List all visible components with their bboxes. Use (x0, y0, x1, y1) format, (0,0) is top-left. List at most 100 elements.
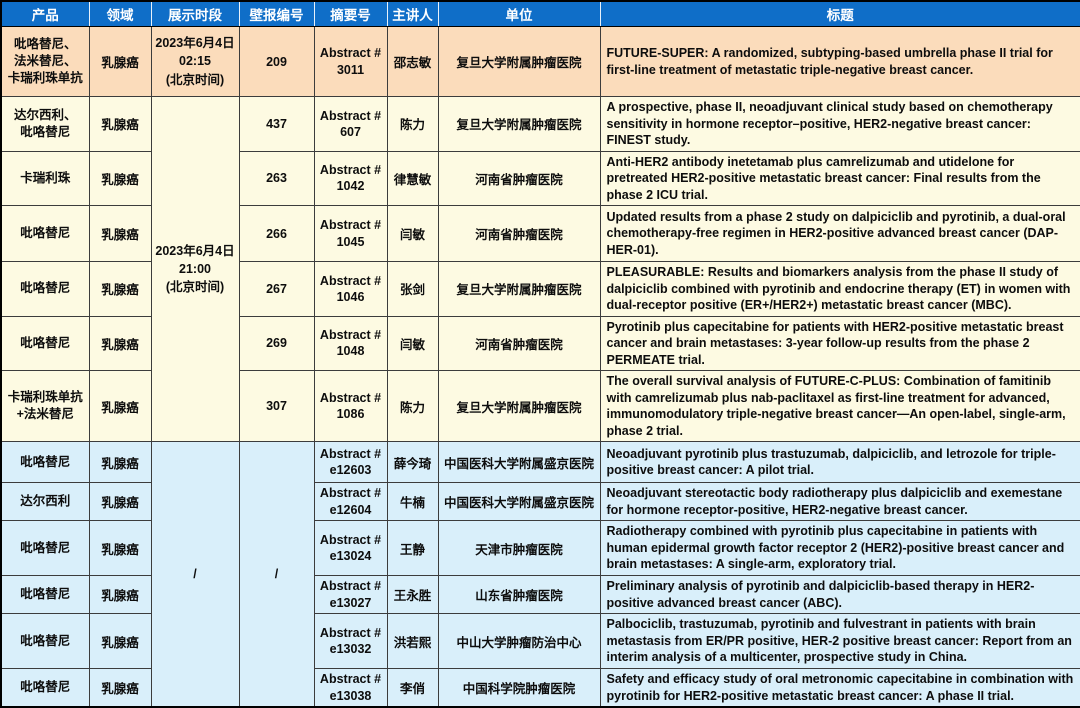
abstract-cell: Abstract # e13024 (313, 520, 388, 576)
org-cell: 复旦大学附属肿瘤医院 (437, 370, 601, 442)
poster-cell: 267 (238, 261, 315, 317)
title-cell: Safety and efficacy study of oral metron… (599, 668, 1080, 708)
product-cell: 吡咯替尼 (0, 520, 90, 576)
poster-cell: 266 (238, 205, 315, 262)
col-header-poster: 壁报编号 (238, 0, 315, 27)
col-header-time: 展示时段 (150, 0, 240, 27)
title-cell: Pyrotinib plus capecitabine for patients… (599, 315, 1080, 371)
product-cell: 吡咯替尼 (0, 261, 90, 317)
table-row: 吡咯替尼 乳腺癌 / / Abstract # e12603 薛今琦 中国医科大… (0, 441, 1080, 708)
field-cell: 乳腺癌 (88, 205, 152, 262)
title-cell: Radiotherapy combined with pyrotinib plu… (599, 520, 1080, 576)
speaker-cell: 王静 (386, 520, 439, 576)
field-cell: 乳腺癌 (88, 150, 152, 206)
col-header-org: 单位 (437, 0, 601, 27)
title-cell: Updated results from a phase 2 study on … (599, 205, 1080, 262)
field-cell: 乳腺癌 (88, 370, 152, 442)
abstract-cell: Abstract # 3011 (313, 26, 388, 97)
field-cell: 乳腺癌 (88, 575, 152, 614)
time-cell-merged: 2023年6月4日 21:00 (北京时间) (150, 96, 240, 442)
org-cell: 河南省肿瘤医院 (437, 315, 601, 371)
org-cell: 河南省肿瘤医院 (437, 150, 601, 206)
abstract-cell: Abstract # 1045 (313, 205, 388, 262)
table-row: 吡咯替尼 乳腺癌 Abstract # e13032 洪若熙 中山大学肿瘤防治中… (0, 613, 1080, 669)
org-cell: 复旦大学附属肿瘤医院 (437, 26, 601, 97)
poster-cell: 307 (238, 370, 315, 442)
product-cell: 吡咯替尼、 法米替尼、 卡瑞利珠单抗 (0, 26, 90, 97)
poster-cell: 437 (238, 96, 315, 152)
product-cell: 达尔西利、 吡咯替尼 (0, 96, 90, 152)
col-header-speaker: 主讲人 (386, 0, 439, 27)
product-cell: 吡咯替尼 (0, 315, 90, 371)
table-row: 吡咯替尼、 法米替尼、 卡瑞利珠单抗 乳腺癌 2023年6月4日 02:15 (… (0, 26, 1080, 97)
field-cell: 乳腺癌 (88, 315, 152, 371)
col-header-product: 产品 (0, 0, 90, 27)
speaker-cell: 闫敏 (386, 205, 439, 262)
org-cell: 天津市肿瘤医院 (437, 520, 601, 576)
product-cell: 吡咯替尼 (0, 575, 90, 614)
product-cell: 吡咯替尼 (0, 613, 90, 669)
speaker-cell: 邵志敏 (386, 26, 439, 97)
org-cell: 中山大学肿瘤防治中心 (437, 613, 601, 669)
table-row: 吡咯替尼 乳腺癌 269 Abstract # 1048 闫敏 河南省肿瘤医院 … (0, 315, 1080, 371)
speaker-cell: 薛今琦 (386, 441, 439, 483)
speaker-cell: 陈力 (386, 96, 439, 152)
header-row: 产品 领域 展示时段 壁报编号 摘要号 主讲人 单位 标题 (0, 0, 1080, 27)
col-header-title: 标题 (599, 0, 1080, 27)
product-cell: 卡瑞利珠单抗 +法米替尼 (0, 370, 90, 442)
title-cell: Palbociclib, trastuzumab, pyrotinib and … (599, 613, 1080, 669)
abstract-cell: Abstract # e13032 (313, 613, 388, 669)
abstract-cell: Abstract # e12604 (313, 482, 388, 521)
speaker-cell: 李俏 (386, 668, 439, 708)
time-cell: 2023年6月4日 02:15 (北京时间) (150, 26, 240, 97)
abstract-cell: Abstract # e13038 (313, 668, 388, 708)
field-cell: 乳腺癌 (88, 520, 152, 576)
org-cell: 山东省肿瘤医院 (437, 575, 601, 614)
time-cell-merged: / (150, 441, 240, 708)
field-cell: 乳腺癌 (88, 613, 152, 669)
org-cell: 复旦大学附属肿瘤医院 (437, 261, 601, 317)
title-cell: FUTURE-SUPER: A randomized, subtyping-ba… (599, 26, 1080, 97)
poster-cell: 263 (238, 150, 315, 206)
abstract-cell: Abstract # 1086 (313, 370, 388, 442)
abstract-cell: Abstract # 607 (313, 96, 388, 152)
speaker-cell: 张剑 (386, 261, 439, 317)
title-cell: The overall survival analysis of FUTURE-… (599, 370, 1080, 442)
title-cell: Preliminary analysis of pyrotinib and da… (599, 575, 1080, 614)
abstract-cell: Abstract # 1042 (313, 150, 388, 206)
speaker-cell: 律慧敏 (386, 150, 439, 206)
table-row: 吡咯替尼 乳腺癌 Abstract # e13027 王永胜 山东省肿瘤医院 P… (0, 575, 1080, 614)
speaker-cell: 王永胜 (386, 575, 439, 614)
abstract-cell: Abstract # e13027 (313, 575, 388, 614)
product-cell: 卡瑞利珠 (0, 150, 90, 206)
abstract-cell: Abstract # 1046 (313, 261, 388, 317)
title-cell: PLEASURABLE: Results and biomarkers anal… (599, 261, 1080, 317)
field-cell: 乳腺癌 (88, 668, 152, 708)
table-row: 卡瑞利珠 乳腺癌 263 Abstract # 1042 律慧敏 河南省肿瘤医院… (0, 150, 1080, 206)
org-cell: 复旦大学附属肿瘤医院 (437, 96, 601, 152)
title-cell: A prospective, phase II, neoadjuvant cli… (599, 96, 1080, 152)
table-row: 吡咯替尼 乳腺癌 Abstract # e13024 王静 天津市肿瘤医院 Ra… (0, 520, 1080, 576)
field-cell: 乳腺癌 (88, 482, 152, 521)
abstract-cell: Abstract # 1048 (313, 315, 388, 371)
title-cell: Anti-HER2 antibody inetetamab plus camre… (599, 150, 1080, 206)
poster-cell: 209 (238, 26, 315, 97)
field-cell: 乳腺癌 (88, 96, 152, 152)
title-cell: Neoadjuvant pyrotinib plus trastuzumab, … (599, 441, 1080, 483)
poster-cell-merged: / (238, 441, 315, 708)
speaker-cell: 牛楠 (386, 482, 439, 521)
product-cell: 达尔西利 (0, 482, 90, 521)
col-header-abstract: 摘要号 (313, 0, 388, 27)
speaker-cell: 闫敏 (386, 315, 439, 371)
poster-cell: 269 (238, 315, 315, 371)
field-cell: 乳腺癌 (88, 441, 152, 483)
org-cell: 中国医科大学附属盛京医院 (437, 482, 601, 521)
table-row: 达尔西利、 吡咯替尼 乳腺癌 2023年6月4日 21:00 (北京时间) 43… (0, 96, 1080, 442)
org-cell: 中国科学院肿瘤医院 (437, 668, 601, 708)
title-cell: Neoadjuvant stereotactic body radiothera… (599, 482, 1080, 521)
speaker-cell: 陈力 (386, 370, 439, 442)
product-cell: 吡咯替尼 (0, 205, 90, 262)
org-cell: 河南省肿瘤医院 (437, 205, 601, 262)
table-row: 卡瑞利珠单抗 +法米替尼 乳腺癌 307 Abstract # 1086 陈力 … (0, 370, 1080, 442)
